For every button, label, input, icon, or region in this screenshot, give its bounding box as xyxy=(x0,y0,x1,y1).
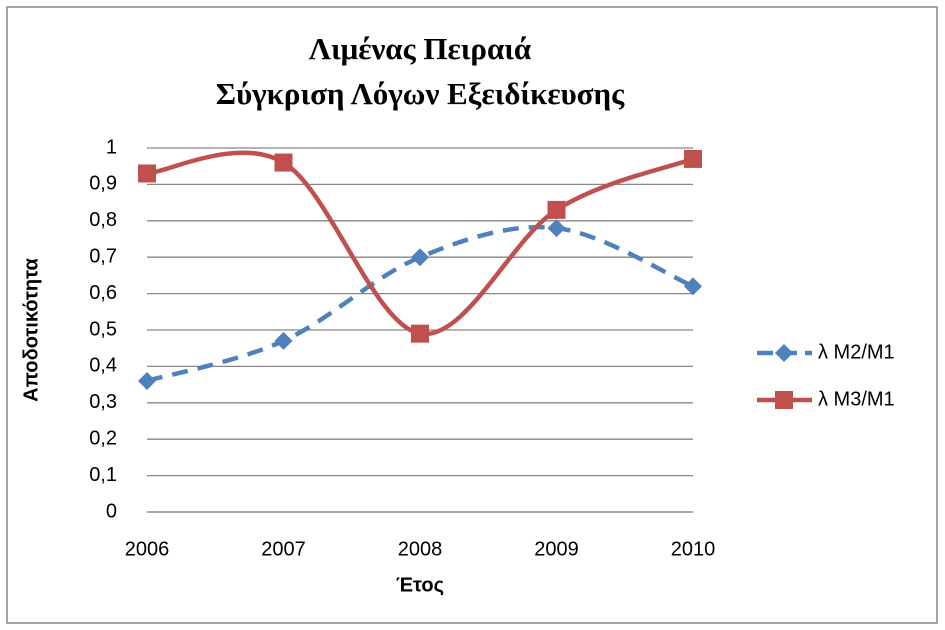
legend-marker xyxy=(775,344,793,362)
marker xyxy=(274,153,293,172)
chart-title: Σύγκριση Λόγων Εξειδίκευσης xyxy=(216,76,625,111)
y-tick-label: 0 xyxy=(106,500,117,522)
x-tick-label: 2008 xyxy=(398,538,443,560)
series-line xyxy=(146,224,694,384)
y-tick-label: 1 xyxy=(106,136,117,158)
legend-label: λ M3/M1 xyxy=(818,388,895,410)
y-tick-label: 0,5 xyxy=(89,318,117,340)
legend-label: λ M2/M1 xyxy=(818,341,895,363)
marker xyxy=(547,200,566,219)
x-axis-label: Έτος xyxy=(396,574,444,596)
y-tick-label: 0,2 xyxy=(89,427,117,449)
marker xyxy=(411,324,429,343)
y-tick-label: 0,9 xyxy=(89,173,117,195)
marker xyxy=(138,164,156,183)
y-tick-label: 0,6 xyxy=(89,282,117,304)
marker xyxy=(684,149,702,168)
marker xyxy=(411,248,429,267)
x-tick-label: 2006 xyxy=(125,538,170,560)
y-tick-label: 0,3 xyxy=(89,391,117,413)
marker xyxy=(547,219,566,238)
marker xyxy=(138,371,156,390)
y-tick-label: 0,7 xyxy=(89,245,117,267)
legend-marker xyxy=(775,391,793,409)
chart-title: Λιμένας Πειραιά xyxy=(309,31,531,66)
y-tick-label: 0,1 xyxy=(89,464,117,486)
marker xyxy=(274,331,293,350)
marker xyxy=(684,277,702,296)
y-tick-label: 0,4 xyxy=(89,355,117,377)
chart-border xyxy=(6,6,938,624)
x-tick-label: 2009 xyxy=(534,538,579,560)
x-tick-label: 2007 xyxy=(261,538,306,560)
x-tick-label: 2010 xyxy=(671,538,716,560)
y-tick-label: 0,8 xyxy=(89,209,117,231)
y-axis-label: Αποδοτικότητα xyxy=(20,257,42,401)
